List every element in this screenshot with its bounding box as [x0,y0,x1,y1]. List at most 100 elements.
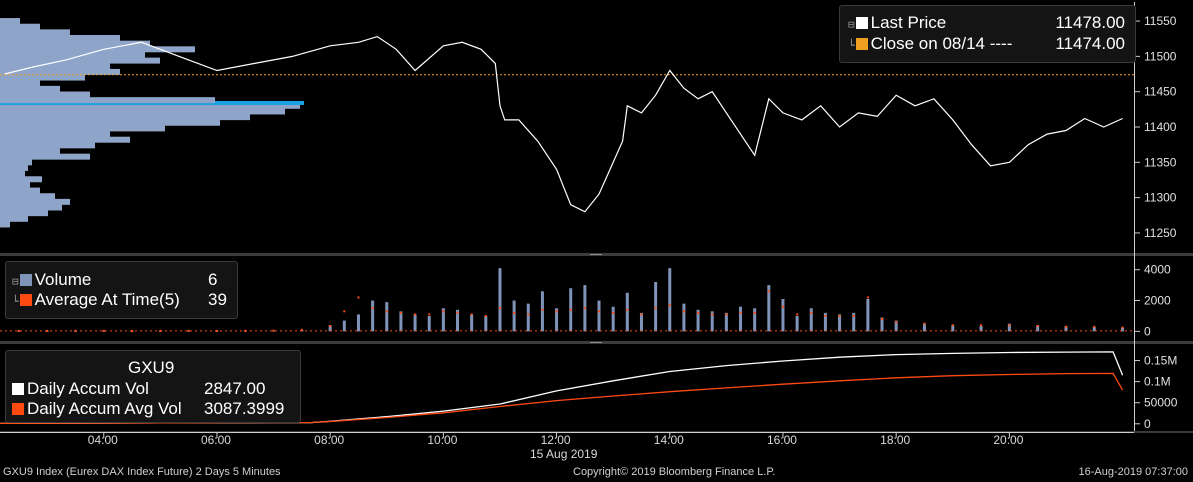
price-axis-tick-label: 11300 [1144,191,1177,205]
average-at-time-point [187,329,190,332]
daily-accum-avg-value: 3087.3999 [204,399,285,418]
volume-bar [809,308,813,332]
volume-profile-bar [0,125,165,132]
average-at-time-point [1064,325,1067,328]
average-at-time-point [767,290,770,293]
footer-security-description: GXU9 Index (Eurex DAX Index Future) 2 Da… [3,466,281,478]
volume-legend-row[interactable]: ⊟ Volume [12,270,91,292]
last-price-value: 11478.00 [1055,13,1125,32]
volume-profile-bar [0,51,145,58]
volume-profile-bar [0,181,30,188]
daily-accum-avg-swatch [12,403,24,415]
average-at-time-point [654,307,657,310]
volume-bar [555,308,559,332]
volume-bar [767,285,771,332]
average-at-time-point [753,311,756,314]
daily-accum-avg-legend-row[interactable]: Daily Accum Avg Vol [12,399,182,419]
volume-axis-tick-label: 0 [1144,324,1151,338]
x-axis-tick-label: 04:00 [87,433,118,447]
avg-legend-row[interactable]: └ Average At Time(5) [12,290,180,312]
volume-profile-bar [0,170,25,177]
average-at-time-point [456,311,459,314]
x-axis-tick-label: 20:00 [993,433,1024,447]
tree-branch-icon: └ [848,39,855,52]
accum-ticker: GXU9 [128,358,175,377]
volume-bar [625,292,629,332]
average-at-time-point [810,311,813,314]
average-at-time-point [668,304,671,307]
last-price-label: Last Price [870,13,947,32]
price-axis-tick-label: 11500 [1144,49,1177,63]
volume-bar [724,312,728,332]
volume-profile-bar [0,102,300,109]
volume-bar [356,314,360,332]
average-at-time-point [371,307,374,310]
volume-profile-bar [0,136,130,143]
volume-bar [1064,325,1068,332]
average-at-time-point [428,313,431,316]
tree-toggle-icon[interactable]: ⊟ [848,18,855,31]
average-at-time-point [17,329,20,332]
volume-bar [526,303,530,332]
volume-bar [540,291,544,332]
average-at-time-point [796,313,799,316]
average-at-time-point [513,311,516,314]
volume-profile-bar [0,176,42,183]
volume-bar [979,325,983,332]
average-at-time-point [357,296,360,299]
volume-bar [639,312,643,332]
accum-axis-tick-label: 0 [1144,417,1151,431]
average-at-time-point [682,310,685,313]
avg-label: Average At Time(5) [34,290,180,309]
volume-profile-bar [0,131,110,138]
volume-bar [1007,323,1011,332]
average-at-time-point [385,310,388,313]
x-axis-tick-label: 14:00 [653,433,684,447]
volume-profile-bar [0,221,10,228]
daily-accum-value: 2847.00 [204,379,266,398]
volume-bar [413,314,417,332]
volume-bar [484,315,488,332]
volume-bar [1036,325,1040,332]
price-legend: ⊟ Last Price 11478.00 └ Close on 08/14 ---… [839,5,1136,63]
volume-bar [823,312,827,332]
avg-swatch [19,294,32,306]
volume-bar [611,306,615,332]
average-at-time-point [1121,326,1124,329]
volume-bar [654,282,658,332]
footer-copyright: Copyright© 2019 Bloomberg Finance L.P. [573,466,776,478]
average-at-time-point [470,313,473,316]
volume-profile-bar [0,46,195,53]
volume-bar [456,309,460,332]
volume-profile-bar [0,35,120,42]
average-at-time-point [131,329,134,332]
volume-profile [0,18,304,228]
daily-accum-avg-label: Daily Accum Avg Vol [27,399,182,418]
volume-axis-tick-label: 2000 [1144,294,1171,308]
average-at-time-point [612,311,615,314]
x-axis-tick-label: 08:00 [314,433,345,447]
average-at-time-point [1093,325,1096,328]
average-at-time-point [1008,324,1011,327]
average-at-time-point [824,314,827,317]
volume-bar [441,308,445,332]
last-price-legend-row[interactable]: ⊟ Last Price [848,13,946,35]
volume-profile-bar [0,198,70,205]
average-at-time-point [484,314,487,317]
axes: 11250 11300 11350 11400 11450 11500 11550 0 2000… [0,2,1193,438]
volume-profile-bar [0,85,60,92]
volume-profile-bar [0,63,110,70]
average-at-time-point [569,308,572,311]
daily-accum-swatch [12,383,24,395]
volume-profile-bar [0,153,90,160]
tree-toggle-icon[interactable]: ⊟ [12,275,19,288]
volume-bar [951,325,955,332]
volume-bar [894,320,898,332]
volume-profile-bar [0,80,40,87]
volume-profile-bar [0,97,215,104]
average-at-time-point [442,310,445,313]
close-legend-row[interactable]: └ Close on 08/14 ---- [848,34,1012,56]
daily-accum-legend-row[interactable]: Daily Accum Vol [12,379,149,399]
average-at-time-point [640,313,643,316]
volume-bar [385,302,389,332]
